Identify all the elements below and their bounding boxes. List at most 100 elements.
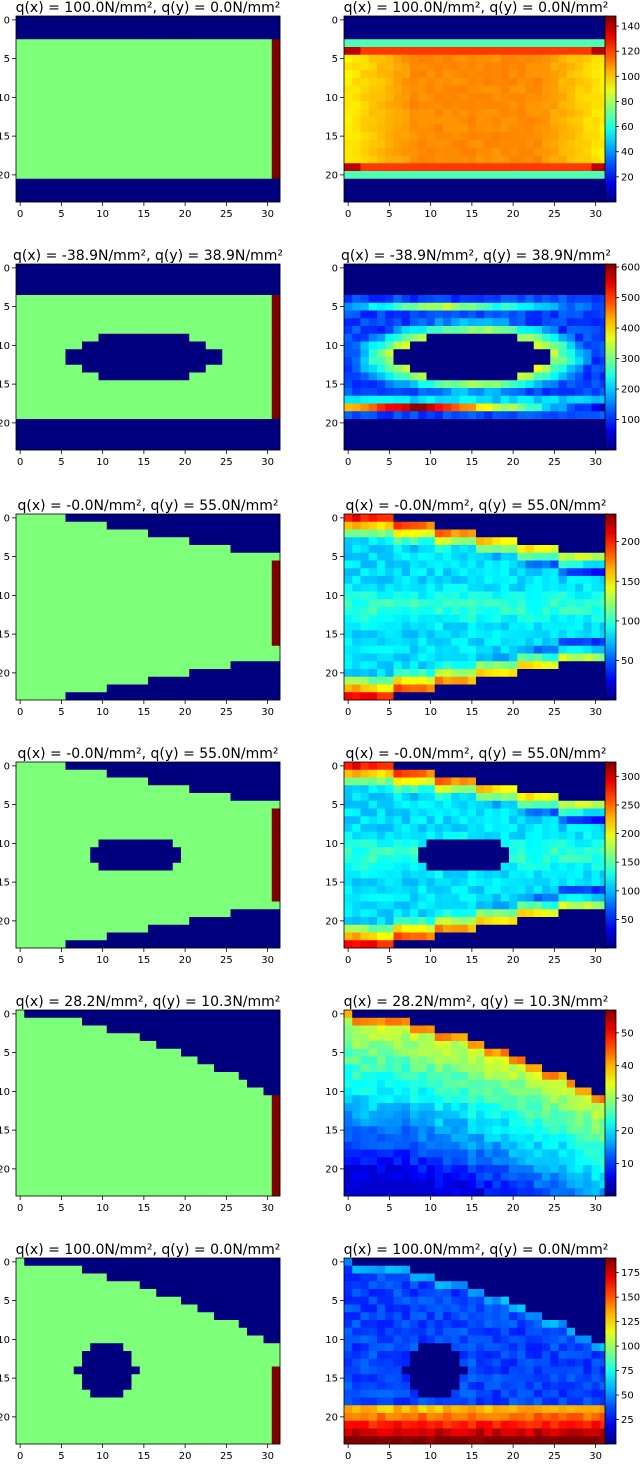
heatmap-cell [591, 295, 601, 304]
heatmap-cell [492, 411, 502, 420]
heatmap-cell [82, 140, 91, 149]
heatmap-cell [426, 419, 436, 428]
heatmap-cell [148, 630, 157, 639]
heatmap-cell [492, 39, 502, 48]
heatmap-cell [360, 434, 370, 443]
heatmap-cell [434, 403, 444, 412]
heatmap-cell [385, 310, 394, 319]
heatmap-cell [385, 661, 394, 670]
heatmap-cell [509, 388, 518, 397]
heatmap-cell [82, 194, 91, 203]
heatmap-cell [197, 186, 207, 195]
heatmap-cell [517, 638, 526, 647]
heatmap-cell [106, 793, 116, 802]
heatmap-cell [255, 514, 264, 523]
heatmap-cell [484, 552, 493, 561]
heatmap-cell [542, 692, 551, 701]
heatmap-cell [517, 568, 526, 577]
heatmap-cell [459, 576, 469, 585]
heatmap-cell [418, 552, 427, 561]
heatmap-cell [368, 287, 378, 296]
heatmap-cell [82, 630, 91, 639]
heatmap-cell [377, 560, 386, 569]
heatmap-cell [115, 388, 124, 397]
heatmap-cell [591, 411, 601, 420]
heatmap-cell [443, 661, 452, 670]
heatmap-cell [115, 140, 124, 149]
heatmap-cell [139, 676, 149, 685]
heatmap-cell [550, 147, 559, 156]
heatmap-cell [123, 264, 132, 273]
chart-title: q(x) = -38.9N/mm², q(y) = 38.9N/mm² [341, 248, 611, 264]
heatmap-cell [82, 529, 91, 538]
heatmap-cell [467, 380, 477, 389]
heatmap-cell [517, 395, 526, 404]
heatmap-cell [164, 302, 174, 311]
heatmap-cell [467, 669, 477, 678]
heatmap-cell [558, 279, 568, 288]
heatmap-cell [426, 630, 436, 639]
heatmap-cell [40, 419, 50, 428]
heatmap-cell [148, 676, 157, 685]
heatmap-cell [492, 93, 502, 102]
heatmap-cell [575, 31, 584, 40]
heatmap-cell [401, 545, 411, 554]
heatmap-cell [189, 614, 198, 623]
heatmap-cell [123, 364, 132, 373]
heatmap-cell [377, 692, 386, 701]
heatmap-cell [197, 777, 207, 786]
heatmap-cell [599, 614, 609, 623]
heatmap-cell [247, 78, 256, 87]
heatmap-cell [492, 364, 502, 373]
heatmap-cell [583, 364, 592, 373]
heatmap-cell [344, 101, 353, 110]
heatmap-cell [566, 380, 576, 389]
heatmap-cell [426, 395, 436, 404]
heatmap-cell [509, 171, 518, 180]
heatmap-cell [525, 622, 535, 631]
heatmap-cell [459, 310, 469, 319]
heatmap-cell [426, 333, 436, 342]
heatmap-cell [360, 318, 370, 327]
heatmap-cell [24, 333, 33, 342]
heatmap-cell [205, 568, 215, 577]
heatmap-cell [131, 132, 141, 141]
heatmap-cell [172, 357, 182, 366]
heatmap-cell [263, 576, 273, 585]
heatmap-cell [24, 147, 33, 156]
heatmap-cell [352, 271, 361, 280]
heatmap-cell [401, 372, 411, 381]
heatmap-cell [90, 287, 99, 296]
heatmap-cell [263, 31, 273, 40]
heatmap-cell [385, 147, 394, 156]
heatmap-cell [189, 333, 198, 342]
heatmap-cell [197, 380, 207, 389]
heatmap-cell [49, 93, 58, 102]
heatmap-cell [599, 692, 609, 701]
heatmap-cell [16, 599, 25, 608]
heatmap-cell [410, 676, 419, 685]
heatmap-cell [65, 653, 75, 662]
heatmap-cell [16, 194, 25, 203]
heatmap-cell [98, 124, 108, 133]
heatmap-cell [73, 140, 83, 149]
colorbar-tick-label: 20 [621, 172, 634, 183]
heatmap-cell [368, 442, 378, 451]
heatmap-cell [401, 101, 411, 110]
heatmap-cell [385, 271, 394, 280]
heatmap-cell [393, 599, 403, 608]
heatmap-cell [542, 669, 551, 678]
heatmap-cell [517, 364, 526, 373]
heatmap-cell [57, 264, 66, 273]
heatmap-cell [426, 171, 436, 180]
heatmap-cell [583, 23, 592, 32]
heatmap-cell [583, 653, 592, 662]
heatmap-cell [271, 614, 281, 623]
heatmap-cell [591, 186, 601, 195]
heatmap-cell [73, 638, 83, 647]
heatmap-cell [558, 583, 568, 592]
heatmap-cell [393, 39, 403, 48]
heatmap-cell [451, 295, 460, 304]
heatmap-cell [509, 54, 518, 63]
heatmap-cell [401, 591, 411, 600]
